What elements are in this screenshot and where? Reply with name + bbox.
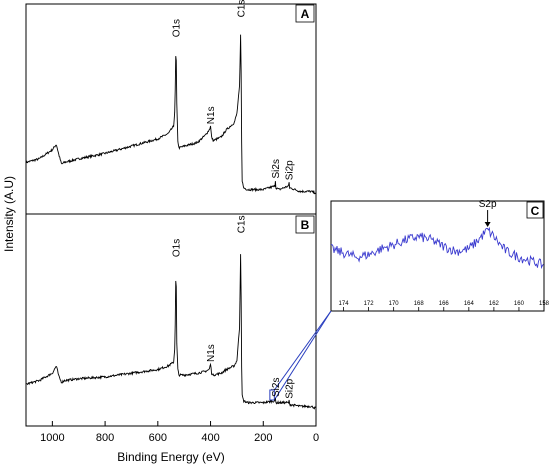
panel-a-peak-label: O1s (172, 19, 183, 37)
panel-a-peak-label: C1s (236, 0, 247, 17)
inset-tick-label: 160 (514, 301, 525, 307)
panel-b-peak-label: O1s (172, 239, 183, 257)
x-tick-label: 400 (201, 432, 219, 444)
x-axis-ticks: 1000 800 600 400 200 0 (40, 421, 319, 444)
panel-b-peak-label: Si2p (285, 378, 296, 398)
y-axis-title: Intensity (A.U) (2, 176, 16, 252)
x-tick-label: 1000 (40, 432, 64, 444)
panel-a-plot: O1s N1s C1s Si2s Si2p (25, 0, 317, 195)
panel-b-letter-box (295, 215, 315, 234)
s2p-arrow-head (484, 222, 491, 228)
panel-b-peak-label: C1s (236, 215, 247, 233)
panel-b-frame (25, 213, 317, 427)
x-tick-label: 0 (313, 432, 319, 444)
panel-c-peak-label: S2p (479, 199, 497, 210)
panel-a-peak-label: Si2p (285, 160, 296, 180)
inset-tick-label: 158 (539, 301, 550, 307)
panel-c-plot: S2p (330, 199, 544, 270)
panel-b-peak-label: Si2s (271, 378, 282, 397)
inset-x-axis-ticks: 174 172 170 168 166 164 162 160 158 (339, 301, 550, 311)
panel-b-series-line (25, 254, 317, 410)
panel-c-series-line (330, 226, 544, 270)
panel-b-plot: O1s N1s C1s Si2s Si2p (25, 215, 317, 410)
connector-line-top (273, 310, 332, 391)
inset-tick-label: 172 (364, 301, 375, 307)
panel-a-peak-label: N1s (206, 106, 217, 124)
connector-line-bottom (273, 310, 332, 401)
panel-a-letter-box (295, 4, 315, 23)
panel-c-frame (330, 200, 545, 312)
inset-tick-label: 166 (439, 301, 450, 307)
panel-a-series-line (25, 34, 317, 195)
inset-tick-label: 168 (414, 301, 425, 307)
x-tick-label: 800 (96, 432, 114, 444)
x-tick-label: 600 (149, 432, 167, 444)
inset-tick-label: 174 (339, 301, 350, 307)
panel-a-peak-label: Si2s (271, 159, 282, 178)
panel-c-letter: C (531, 204, 540, 218)
x-tick-label: 200 (254, 432, 272, 444)
panel-b-peak-label: N1s (206, 344, 217, 362)
panel-a-letter: A (301, 7, 310, 21)
highlight-box (269, 389, 275, 401)
inset-tick-label: 162 (489, 301, 500, 307)
x-axis-title: Binding Energy (eV) (117, 450, 224, 464)
inset-tick-label: 164 (464, 301, 475, 307)
inset-tick-label: 170 (389, 301, 400, 307)
panel-c-letter-box (526, 201, 544, 219)
panel-b-letter: B (301, 218, 310, 232)
